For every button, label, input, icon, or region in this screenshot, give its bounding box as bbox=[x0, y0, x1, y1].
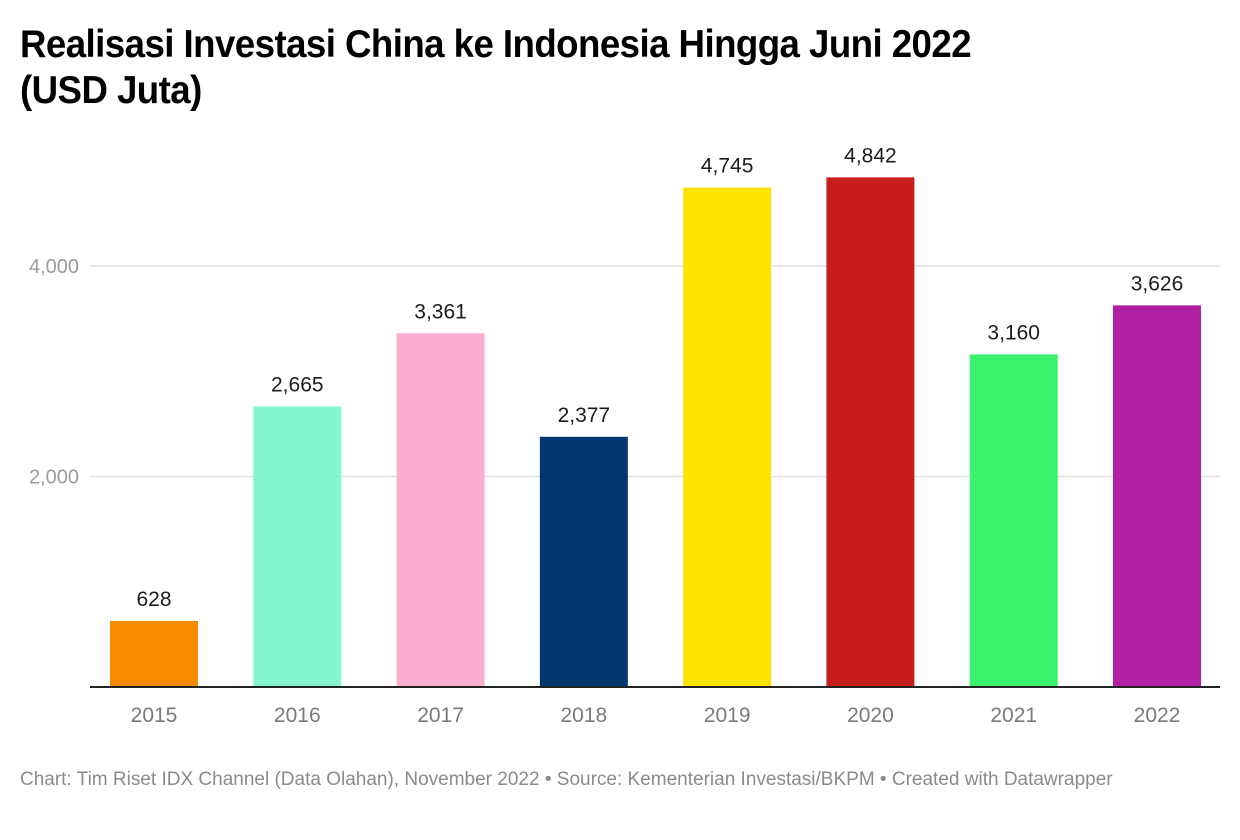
value-label-2019: 4,745 bbox=[701, 155, 754, 178]
separator: • bbox=[874, 769, 892, 790]
bar-2022 bbox=[1113, 305, 1201, 687]
bar-2020 bbox=[826, 177, 915, 687]
value-label-2018: 2,377 bbox=[558, 404, 611, 427]
x-tick-label-2020: 2020 bbox=[847, 704, 894, 727]
bars bbox=[110, 177, 1201, 687]
value-label-2020: 4,842 bbox=[844, 144, 897, 167]
bar-2017 bbox=[396, 333, 485, 687]
x-tick-label-2022: 2022 bbox=[1134, 704, 1181, 727]
value-labels: 628 2,665 3,361 2,377 4,745 4,842 3,160 3,626 bbox=[136, 144, 1183, 611]
chart-credit: Chart: Tim Riset IDX Channel (Data Olaha… bbox=[20, 769, 540, 790]
chart-footer: Chart: Tim Riset IDX Channel (Data Olaha… bbox=[20, 766, 1200, 793]
value-label-2017: 3,361 bbox=[414, 300, 467, 323]
value-label-2016: 2,665 bbox=[271, 374, 324, 397]
x-tick-label-2017: 2017 bbox=[417, 704, 464, 727]
value-label-2021: 3,160 bbox=[987, 321, 1040, 344]
y-tick-label: 2,000 bbox=[29, 467, 79, 489]
bar-2018 bbox=[539, 436, 628, 687]
value-label-2015: 628 bbox=[136, 588, 171, 611]
x-tick-label-2019: 2019 bbox=[704, 704, 751, 727]
bar-2019 bbox=[683, 187, 772, 687]
x-tick-label-2015: 2015 bbox=[131, 704, 178, 727]
y-axis-tick-labels: 2,000 4,000 bbox=[29, 256, 79, 489]
source-text: Source: Kementerian Investasi/BKPM bbox=[556, 769, 875, 790]
x-tick-label-2021: 2021 bbox=[990, 704, 1037, 727]
chart-title-line-1: Realisasi Investasi China ke Indonesia H… bbox=[20, 23, 972, 66]
chart-title-line-2: (USD Juta) bbox=[20, 69, 202, 112]
chart-title: Realisasi Investasi China ke Indonesia H… bbox=[20, 22, 1148, 114]
bar-2016 bbox=[253, 406, 342, 687]
y-tick-label: 4,000 bbox=[29, 256, 79, 278]
x-tick-label-2018: 2018 bbox=[560, 704, 607, 727]
bar-2021 bbox=[969, 354, 1058, 687]
x-axis-tick-labels: 2015 2016 2017 2018 2019 2020 2021 2022 bbox=[131, 704, 1181, 727]
separator: • bbox=[539, 769, 557, 790]
x-tick-label-2016: 2016 bbox=[274, 704, 321, 727]
bar-chart: 2,000 4,000 628 2,665 3,361 2,377 4,745 4,842 3… bbox=[29, 144, 1220, 727]
created-with-text: Created with Datawrapper bbox=[891, 769, 1113, 790]
value-label-2022: 3,626 bbox=[1131, 272, 1184, 295]
bar-2015 bbox=[110, 620, 198, 687]
